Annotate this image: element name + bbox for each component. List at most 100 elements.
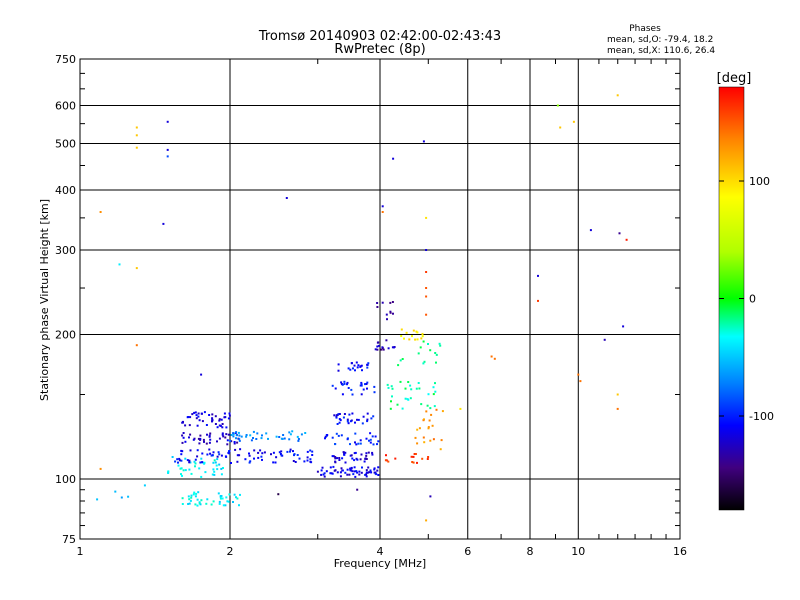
data-point <box>409 397 412 400</box>
data-point <box>365 383 368 385</box>
data-point <box>235 431 238 434</box>
data-point <box>297 438 300 440</box>
data-point <box>365 469 368 472</box>
data-point <box>359 365 362 368</box>
data-point <box>616 393 619 396</box>
data-point <box>392 312 394 315</box>
data-point <box>408 338 411 341</box>
colorbar-tick-label: 100 <box>749 175 770 188</box>
data-point <box>230 434 233 436</box>
data-point <box>421 335 424 338</box>
data-point <box>618 232 621 235</box>
data-point <box>439 448 442 451</box>
data-point <box>194 458 197 461</box>
data-point <box>238 434 241 437</box>
data-point <box>358 470 361 473</box>
data-point <box>222 504 225 507</box>
data-point <box>349 467 352 470</box>
data-point <box>358 473 361 476</box>
data-point <box>417 382 420 384</box>
data-point <box>391 387 394 390</box>
data-point <box>143 484 146 487</box>
data-point <box>399 380 402 383</box>
data-point <box>199 461 202 464</box>
data-point <box>309 458 312 461</box>
data-point <box>336 471 339 474</box>
data-point <box>351 412 354 415</box>
data-point <box>214 415 217 418</box>
data-point <box>240 435 243 438</box>
data-point <box>236 497 239 500</box>
data-point <box>225 433 228 436</box>
data-point <box>195 492 198 495</box>
data-point <box>422 436 425 439</box>
data-point <box>373 391 376 394</box>
data-point <box>349 420 352 423</box>
data-point <box>193 411 196 414</box>
y-tick-label: 200 <box>55 329 76 342</box>
data-point <box>432 386 435 389</box>
data-point <box>209 452 212 455</box>
data-point <box>374 471 377 474</box>
data-point <box>346 383 348 386</box>
data-point <box>616 407 619 410</box>
data-point <box>389 407 392 410</box>
data-point <box>201 420 204 423</box>
data-point <box>188 502 191 505</box>
data-point <box>189 461 192 464</box>
data-point <box>232 501 234 503</box>
data-point <box>218 463 221 466</box>
data-point <box>422 362 425 365</box>
data-point <box>381 346 384 349</box>
data-point <box>257 456 260 459</box>
data-point <box>390 385 393 388</box>
data-point <box>213 459 216 462</box>
data-point <box>376 302 379 304</box>
data-point <box>354 475 357 478</box>
data-point <box>288 431 291 434</box>
data-point <box>422 140 425 143</box>
data-point <box>220 454 223 457</box>
data-point <box>174 460 177 463</box>
data-point <box>339 471 342 474</box>
data-point <box>306 450 309 453</box>
data-point <box>250 439 253 442</box>
data-point <box>208 435 211 438</box>
data-point <box>236 454 239 457</box>
data-point <box>337 369 340 372</box>
data-point <box>387 386 390 389</box>
data-point <box>352 473 355 476</box>
data-point <box>603 338 606 341</box>
chart-subtitle: RwPretec (8p) <box>334 42 425 57</box>
data-point <box>343 380 346 383</box>
data-point <box>210 454 213 457</box>
data-point <box>366 412 369 415</box>
y-tick-label: 400 <box>55 184 76 197</box>
data-point <box>320 469 323 472</box>
data-point <box>322 473 325 476</box>
data-point <box>203 411 206 414</box>
data-point <box>374 435 377 438</box>
data-point <box>272 461 275 464</box>
data-point <box>235 434 238 437</box>
data-point <box>211 473 214 476</box>
data-point <box>285 197 288 199</box>
data-point <box>355 470 358 473</box>
data-point <box>427 427 430 430</box>
y-axis-label: Stationary phase Virtual Height [km] <box>38 199 51 401</box>
data-point <box>365 471 368 474</box>
data-point <box>433 405 436 408</box>
data-point <box>429 349 432 352</box>
data-point <box>331 455 334 458</box>
data-point <box>366 420 369 423</box>
data-point <box>385 313 388 316</box>
data-point <box>209 438 212 441</box>
data-point <box>323 475 326 478</box>
data-point <box>414 338 417 341</box>
data-point <box>397 364 400 367</box>
data-point <box>99 211 102 213</box>
data-point <box>616 94 619 97</box>
data-point <box>190 472 193 475</box>
data-point <box>427 343 429 345</box>
data-point <box>289 450 291 453</box>
